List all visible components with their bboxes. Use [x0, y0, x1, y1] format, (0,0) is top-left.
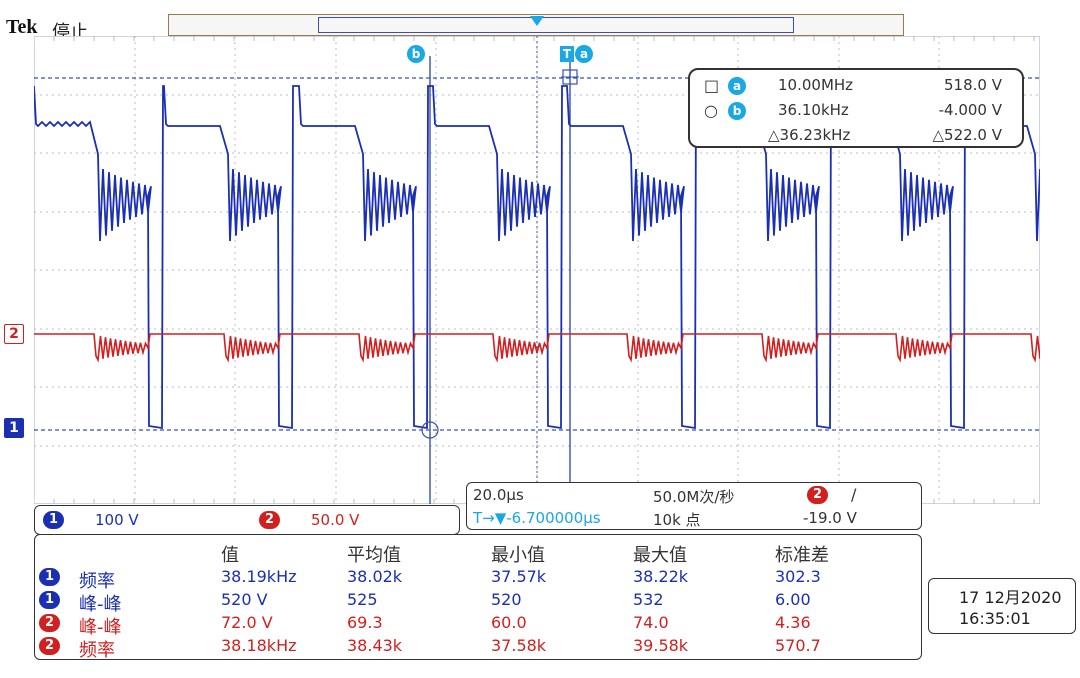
row-channel-badge: 2 [39, 637, 61, 655]
trigger-channel-badge: 2 [807, 486, 829, 504]
cell-mean: 69.3 [347, 613, 383, 632]
cursor-t-label[interactable]: T [560, 46, 574, 62]
cursor-b-badge: b [728, 102, 746, 120]
cursor-b-voltage: -4.000 V [938, 101, 1002, 119]
record-length: 10k 点 [653, 511, 701, 529]
channel-2-reference-marker[interactable]: 2 [4, 324, 24, 344]
brand-logo: Tek [6, 16, 38, 38]
cell-stddev: 4.36 [775, 613, 811, 632]
cursor-readout-panel: □ a 10.00MHz 518.0 V ○ b 36.10kHz -4.000… [688, 68, 1024, 148]
row-channel-badge: 1 [39, 568, 61, 586]
header-value: 值 [221, 545, 239, 566]
measurement-row[interactable]: 2 频率 38.18kHz 38.43k 37.58k 39.58k 570.7 [35, 636, 921, 661]
time-per-division: 20.0μs [473, 486, 524, 504]
header-mean: 平均值 [347, 545, 401, 566]
channel-2-scale: 50.0 V [311, 511, 360, 529]
cell-mean: 38.02k [347, 567, 403, 586]
channel-1-reference-marker[interactable]: 1 [4, 418, 24, 438]
row-label: 频率 [79, 640, 115, 661]
measurement-panel: 值 平均值 最小值 最大值 标准差 1 频率 38.19kHz 38.02k 3… [34, 534, 922, 661]
sample-rate: 50.0M次/秒 [653, 488, 735, 506]
cell-value: 520 V [221, 590, 268, 609]
cell-min: 520 [491, 590, 522, 609]
row-channel-badge: 2 [39, 614, 61, 632]
row-channel-badge: 1 [39, 591, 61, 609]
vertical-scale-panel[interactable]: 1 100 V 2 50.0 V [34, 505, 460, 535]
cell-max: 74.0 [633, 613, 669, 632]
cell-value: 38.19kHz [221, 567, 297, 586]
cell-min: 37.58k [491, 636, 547, 655]
row-label: 峰-峰 [79, 617, 122, 638]
circle-icon: ○ [704, 101, 718, 120]
measurement-row[interactable]: 1 频率 38.19kHz 38.02k 37.57k 38.22k 302.3 [35, 567, 921, 592]
square-icon: □ [704, 76, 720, 95]
horizontal-position: T→▼-6.700000μs [473, 509, 601, 527]
cell-min: 37.57k [491, 567, 547, 586]
cell-value: 72.0 V [221, 613, 273, 632]
cell-max: 532 [633, 590, 664, 609]
measurement-row[interactable]: 2 峰-峰 72.0 V 69.3 60.0 74.0 4.36 [35, 613, 921, 638]
datetime-panel: 17 12月2020 16:35:01 [928, 578, 1076, 634]
cell-stddev: 570.7 [775, 636, 821, 655]
channel-1-scale: 100 V [95, 511, 139, 529]
cursor-a-badge: a [728, 77, 746, 95]
trigger-position-top-icon [530, 16, 544, 26]
channel-2-waveform [34, 333, 1040, 363]
cursor-a-voltage: 518.0 V [944, 76, 1002, 94]
cursor-b-label[interactable]: b [407, 45, 425, 63]
date-text: 17 12月2020 [959, 588, 1062, 607]
header-min: 最小值 [491, 545, 545, 566]
time-text: 16:35:01 [959, 609, 1031, 628]
cursor-b-frequency: 36.10kHz [778, 101, 849, 119]
cursor-readout-row-a: □ a 10.00MHz 518.0 V [690, 76, 1022, 100]
measurement-row[interactable]: 1 峰-峰 520 V 525 520 532 6.00 [35, 590, 921, 615]
cell-mean: 525 [347, 590, 378, 609]
header-max: 最大值 [633, 545, 687, 566]
row-label: 频率 [79, 571, 115, 592]
cell-value: 38.18kHz [221, 636, 297, 655]
trigger-level: -19.0 V [803, 509, 857, 527]
cursor-delta-voltage: △522.0 V [932, 126, 1002, 144]
cell-min: 60.0 [491, 613, 527, 632]
channel-1-badge: 1 [43, 511, 65, 529]
channel-1-waveform [34, 85, 1040, 430]
cursor-b-circle-icon [421, 421, 439, 439]
cursor-a-frequency: 10.00MHz [778, 76, 854, 94]
cell-stddev: 302.3 [775, 567, 821, 586]
cell-max: 38.22k [633, 567, 689, 586]
channel-2-badge: 2 [259, 511, 281, 529]
record-view-window[interactable] [318, 17, 794, 33]
cursor-readout-row-delta: △36.23kHz △522.0 V [690, 126, 1022, 150]
header-stddev: 标准差 [775, 545, 829, 566]
cell-stddev: 6.00 [775, 590, 811, 609]
cell-max: 39.58k [633, 636, 689, 655]
trigger-slope-icon: / [851, 485, 857, 504]
cursor-a-label[interactable]: a [575, 45, 593, 63]
cursor-delta-frequency: △36.23kHz [768, 126, 851, 144]
cursor-readout-row-b: ○ b 36.10kHz -4.000 V [690, 101, 1022, 125]
cell-mean: 38.43k [347, 636, 403, 655]
row-label: 峰-峰 [79, 594, 122, 615]
timebase-panel[interactable]: 20.0μs 50.0M次/秒 2 / T→▼-6.700000μs 10k 点… [466, 482, 922, 530]
